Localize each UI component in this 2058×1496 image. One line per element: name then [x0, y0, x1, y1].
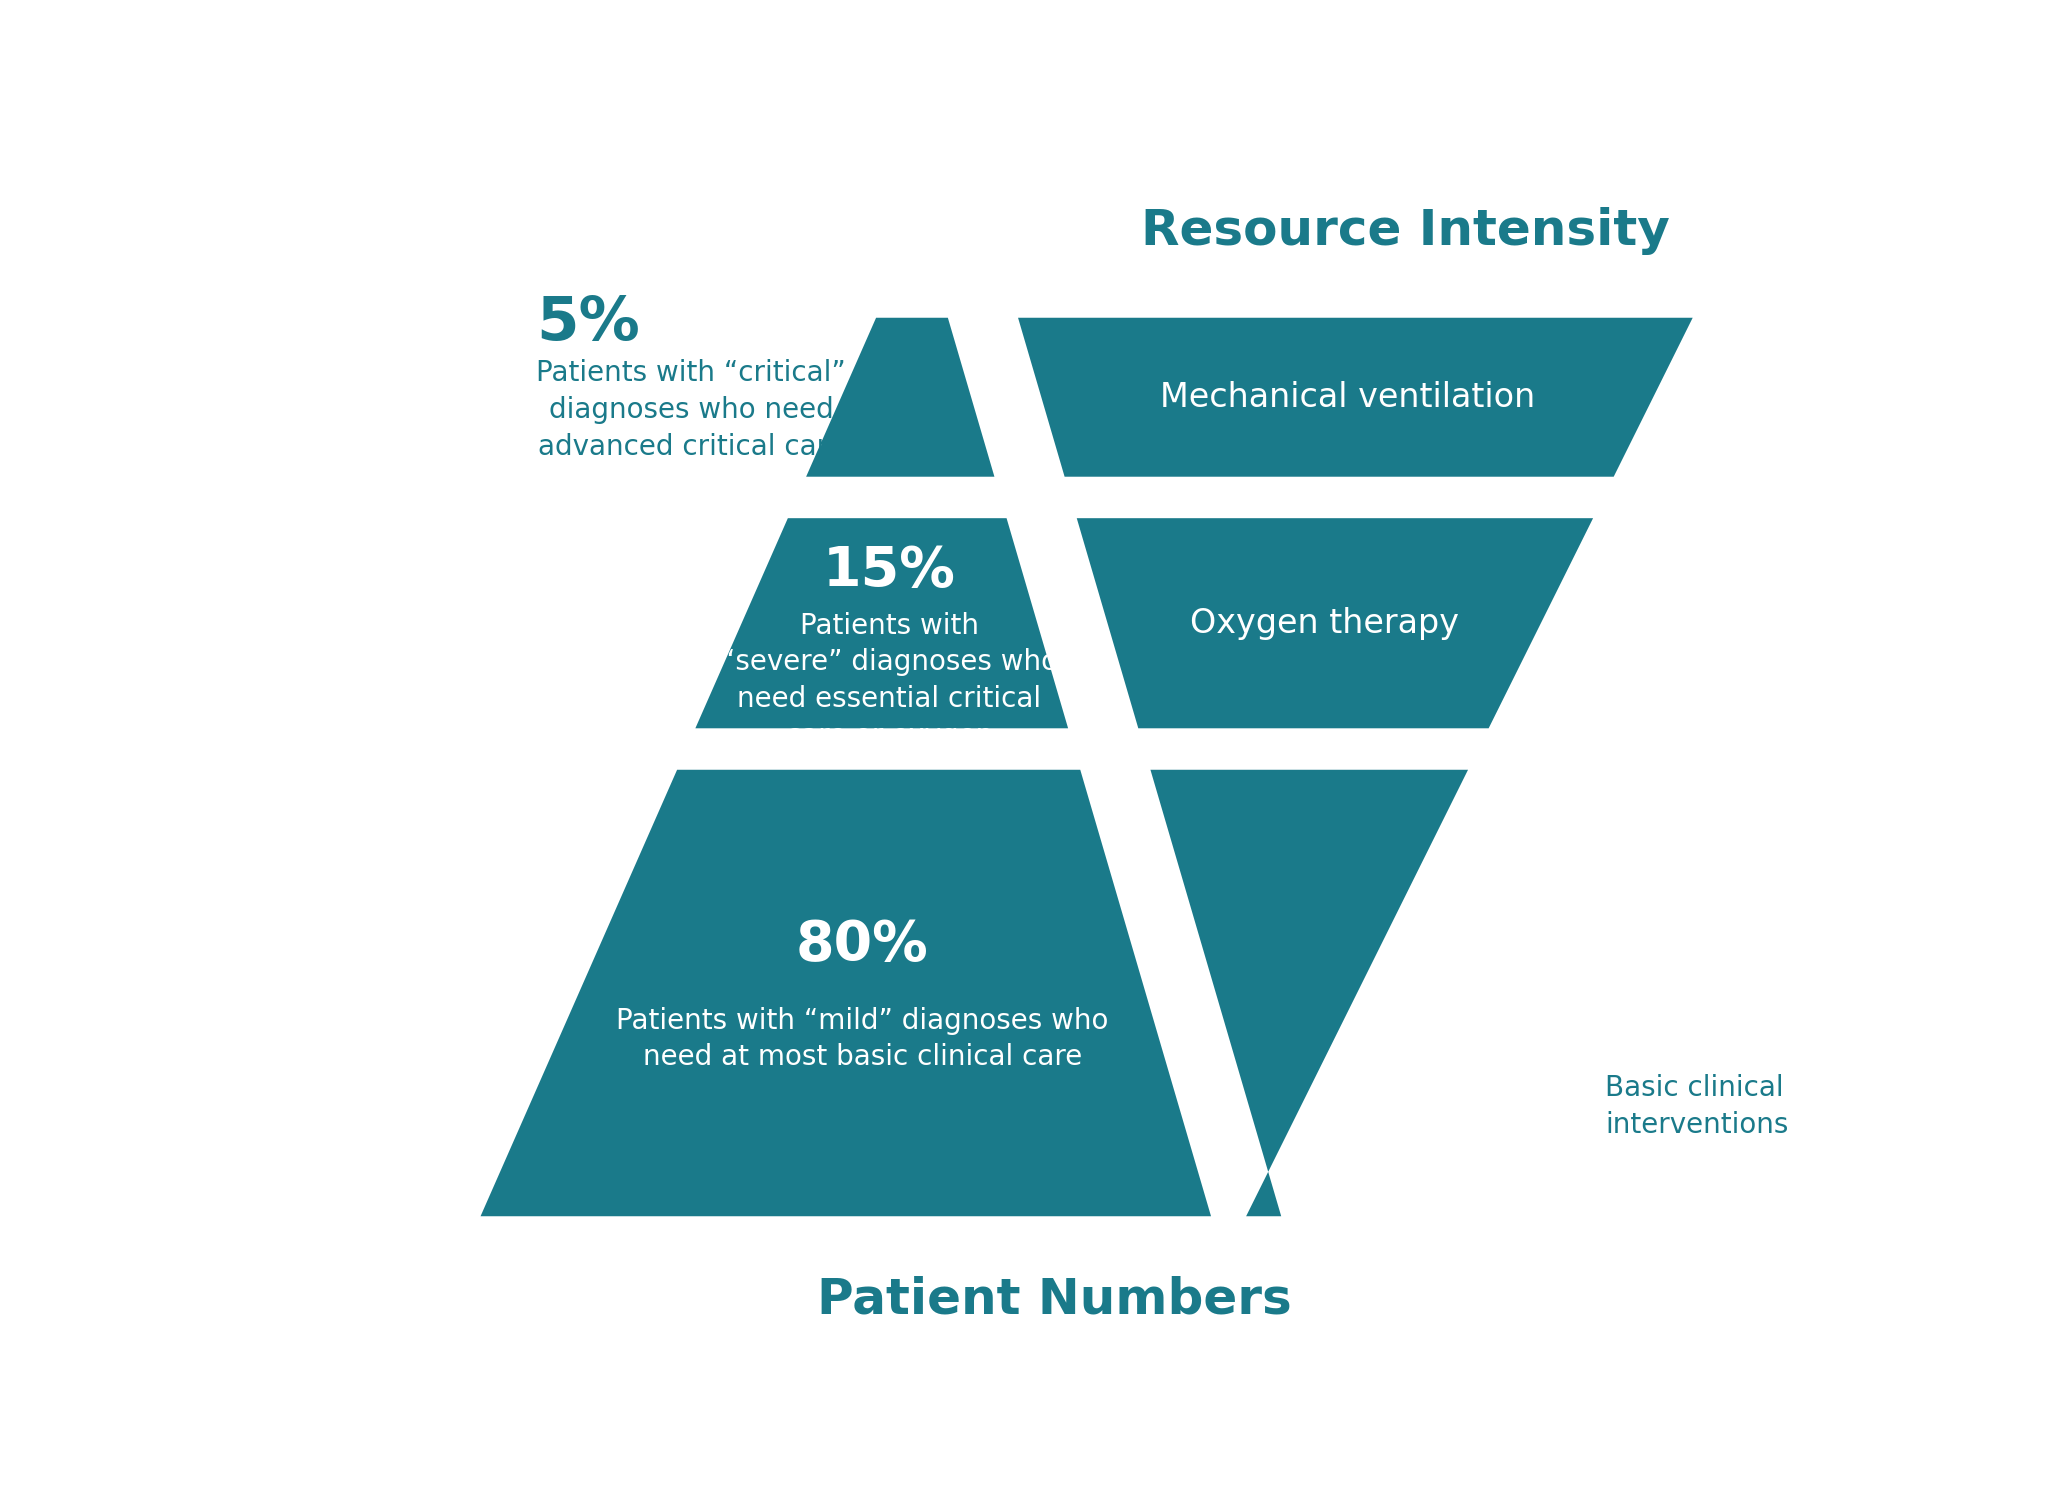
Text: 15%: 15%	[823, 545, 955, 598]
Polygon shape	[1150, 770, 1467, 1216]
Text: Patient Numbers: Patient Numbers	[817, 1275, 1292, 1322]
Text: 5%: 5%	[537, 295, 640, 353]
Polygon shape	[696, 518, 1068, 729]
Text: Patients with “mild” diagnoses who
need at most basic clinical care: Patients with “mild” diagnoses who need …	[615, 1007, 1109, 1071]
Polygon shape	[480, 770, 1210, 1216]
Text: Resource Intensity: Resource Intensity	[1142, 208, 1669, 256]
Polygon shape	[807, 317, 994, 477]
Text: Oxygen therapy: Oxygen therapy	[1190, 607, 1459, 640]
Text: Patients with “critical”
diagnoses who need
advanced critical care: Patients with “critical” diagnoses who n…	[537, 359, 846, 461]
Text: Basic clinical
interventions: Basic clinical interventions	[1605, 1074, 1788, 1140]
Polygon shape	[1019, 317, 1692, 477]
Text: Patients with
“severe” diagnoses who
need essential critical
care or oxygen: Patients with “severe” diagnoses who nee…	[720, 612, 1058, 749]
Text: Mechanical ventilation: Mechanical ventilation	[1159, 381, 1535, 414]
Text: 80%: 80%	[796, 917, 928, 971]
Polygon shape	[1076, 518, 1593, 729]
